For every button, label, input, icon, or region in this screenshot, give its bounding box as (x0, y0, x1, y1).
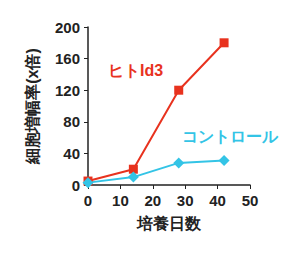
svg-text:40: 40 (63, 145, 80, 162)
svg-text:20: 20 (144, 192, 161, 209)
svg-text:50: 50 (242, 192, 259, 209)
svg-text:40: 40 (209, 192, 226, 209)
svg-text:10: 10 (112, 192, 129, 209)
svg-text:30: 30 (177, 192, 194, 209)
svg-text:160: 160 (55, 50, 80, 67)
svg-text:0: 0 (72, 177, 80, 194)
svg-text:0: 0 (84, 192, 92, 209)
svg-text:培養日数: 培養日数 (136, 215, 202, 232)
svg-text:80: 80 (63, 113, 80, 130)
svg-text:120: 120 (55, 82, 80, 99)
svg-text:ヒトId3: ヒトId3 (108, 62, 163, 79)
svg-text:コントロール: コントロール (182, 128, 279, 145)
svg-text:200: 200 (55, 19, 80, 36)
svg-text:細胞増幅率(x倍): 細胞増幅率(x倍) (23, 48, 41, 165)
